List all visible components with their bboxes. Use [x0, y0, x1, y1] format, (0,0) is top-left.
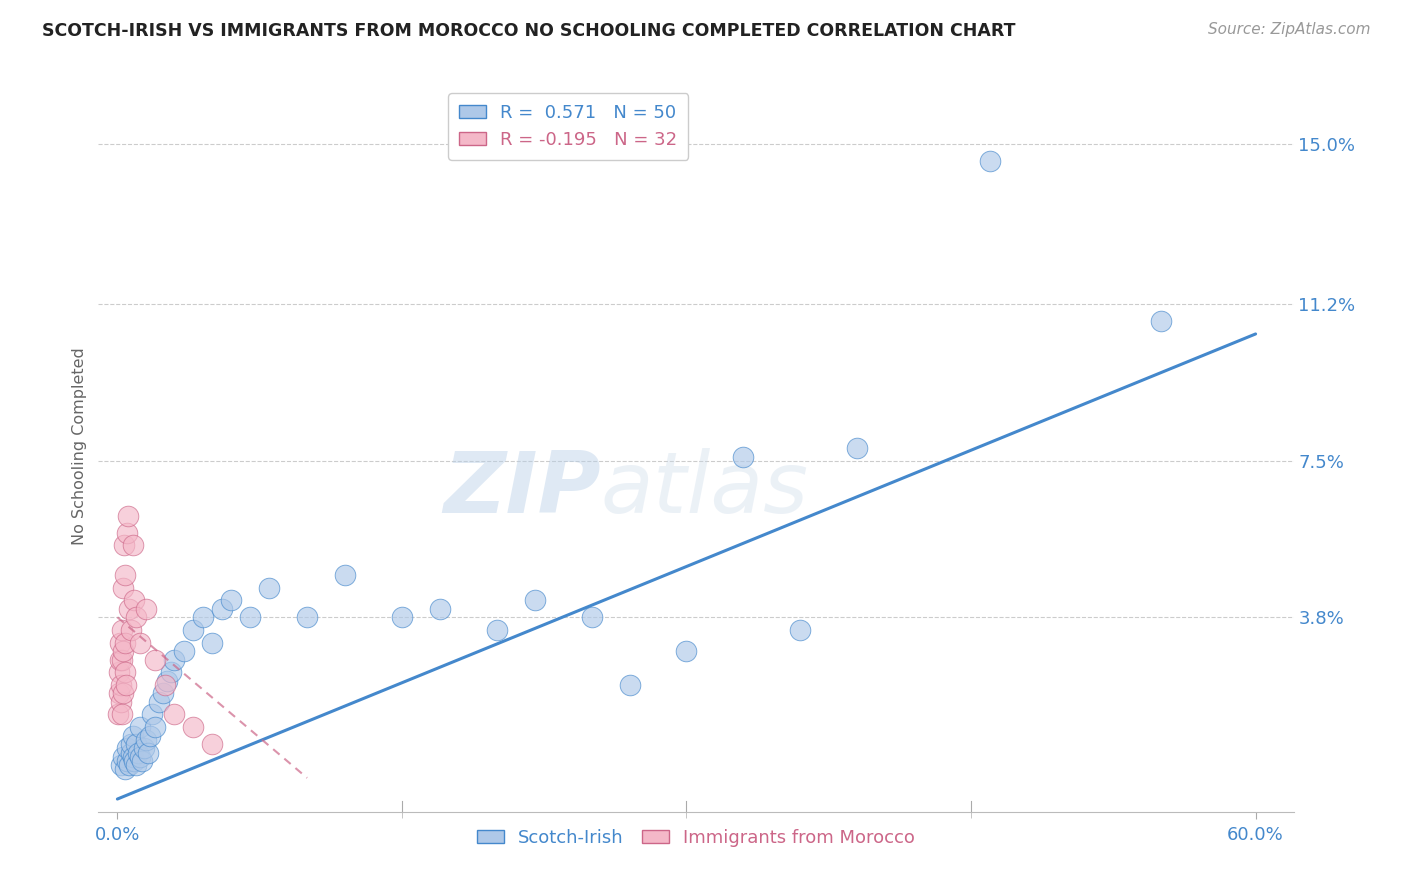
Point [110, 695, 132, 709]
Point [219, 593, 242, 607]
Point [156, 673, 179, 688]
Point [115, 678, 138, 692]
Point [239, 610, 262, 624]
Point [181, 623, 204, 637]
Point [131, 754, 153, 768]
Point [159, 665, 181, 680]
Point [181, 720, 204, 734]
Point [846, 441, 869, 455]
Text: SCOTCH-IRISH VS IMMIGRANTS FROM MOROCCO NO SCHOOLING COMPLETED CORRELATION CHART: SCOTCH-IRISH VS IMMIGRANTS FROM MOROCCO … [42, 22, 1015, 40]
Point [114, 763, 136, 777]
Point [107, 707, 129, 722]
Point [148, 695, 170, 709]
Point [118, 758, 141, 772]
Point [111, 652, 134, 666]
Point [110, 758, 132, 772]
Point [201, 635, 224, 649]
Point [153, 678, 176, 692]
Point [211, 601, 233, 615]
Point [121, 749, 143, 764]
Point [581, 610, 603, 624]
Point [523, 593, 546, 607]
Point [112, 538, 135, 552]
Point [120, 737, 142, 751]
Point [333, 568, 356, 582]
Point [485, 623, 508, 637]
Point [135, 601, 157, 615]
Point [118, 601, 141, 615]
Text: atlas: atlas [600, 449, 808, 532]
Point [138, 729, 160, 743]
Point [789, 623, 811, 637]
Point [129, 720, 152, 734]
Point [125, 758, 148, 772]
Point [108, 665, 131, 680]
Point [115, 525, 138, 540]
Text: ZIP: ZIP [443, 449, 600, 532]
Point [163, 707, 186, 722]
Point [115, 741, 138, 756]
Point [135, 732, 157, 747]
Point [112, 644, 135, 658]
Point [619, 678, 641, 692]
Point [163, 652, 186, 666]
Point [143, 720, 166, 734]
Point [124, 593, 146, 607]
Point [173, 644, 195, 658]
Point [114, 665, 136, 680]
Text: Source: ZipAtlas.com: Source: ZipAtlas.com [1208, 22, 1371, 37]
Point [136, 746, 159, 760]
Point [110, 623, 132, 637]
Point [112, 749, 135, 764]
Point [114, 635, 136, 649]
Point [124, 754, 146, 768]
Point [111, 707, 134, 722]
Point [120, 746, 142, 760]
Point [391, 610, 413, 624]
Point [111, 581, 134, 595]
Point [110, 678, 132, 692]
Point [143, 652, 166, 666]
Point [132, 741, 155, 756]
Point [129, 635, 152, 649]
Point [108, 652, 131, 666]
Point [129, 749, 152, 764]
Point [112, 686, 135, 700]
Point [121, 538, 143, 552]
Point [115, 754, 138, 768]
Point [201, 737, 224, 751]
Point [120, 623, 142, 637]
Point [191, 610, 214, 624]
Point [733, 450, 755, 464]
Point [257, 581, 280, 595]
Point [1150, 314, 1173, 328]
Point [295, 610, 318, 624]
Point [979, 153, 1001, 168]
Point [141, 707, 163, 722]
Point [675, 644, 697, 658]
Y-axis label: No Schooling Completed: No Schooling Completed [72, 347, 87, 545]
Point [121, 729, 143, 743]
Legend: Scotch-Irish, Immigrants from Morocco: Scotch-Irish, Immigrants from Morocco [470, 822, 922, 854]
Point [152, 686, 174, 700]
Point [114, 568, 136, 582]
Point [429, 601, 451, 615]
Point [108, 686, 131, 700]
Point [125, 737, 148, 751]
Point [127, 746, 149, 760]
Point [117, 508, 139, 523]
Point [110, 635, 132, 649]
Point [125, 610, 148, 624]
